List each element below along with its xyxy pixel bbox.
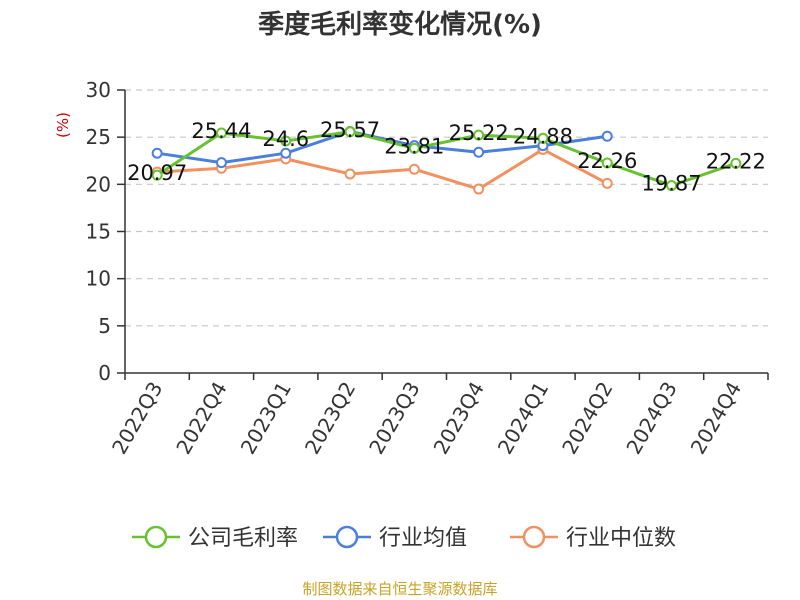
legend: 公司毛利率 行业均值 行业中位数 (132, 525, 676, 551)
data-point (473, 183, 485, 195)
x-tick-label: 2024Q2 (557, 378, 617, 459)
data-point (601, 177, 613, 189)
x-tick-label: 2022Q3 (107, 378, 167, 459)
y-tick-label: 20 (86, 172, 111, 196)
data-label: 22.26 (577, 149, 637, 173)
series-lines (151, 126, 742, 195)
legend-item-label: 公司毛利率 (188, 526, 298, 551)
data-point (473, 146, 485, 158)
x-tick-label: 2022Q4 (171, 378, 231, 459)
y-tick-label: 25 (86, 125, 111, 149)
data-point (537, 132, 549, 144)
data-point (280, 135, 292, 147)
data-label: 25.57 (320, 118, 380, 142)
series-line (156, 130, 737, 188)
chart-title: 季度毛利率变化情况(%) (258, 9, 542, 40)
legend-swatch-marker (335, 525, 359, 549)
y-tick-label: 30 (86, 78, 111, 102)
series-line (157, 147, 608, 191)
x-tick-label: 2023Q1 (236, 378, 296, 459)
data-label: 20.97 (127, 161, 187, 185)
y-tick-label: 0 (98, 361, 111, 385)
data-point (344, 168, 356, 180)
x-tick-label: 2023Q4 (429, 378, 489, 459)
y-axis-label: (%) (54, 112, 72, 138)
data-point (408, 163, 420, 175)
data-label: 23.81 (384, 134, 444, 158)
data-point (666, 180, 678, 192)
data-label: 25.44 (191, 119, 251, 143)
y-tick-label: 15 (86, 220, 111, 244)
data-point (408, 142, 420, 154)
data-label: 24.6 (262, 127, 309, 151)
data-point (601, 157, 613, 169)
data-point (344, 126, 356, 138)
x-tick-label: 2024Q1 (493, 378, 553, 459)
x-tick-label: 2024Q4 (686, 378, 746, 459)
data-point (730, 157, 742, 169)
legend-swatch-marker (522, 525, 546, 549)
x-tick-label: 2024Q3 (621, 378, 681, 459)
data-point (151, 147, 163, 159)
legend-item-label: 行业均值 (379, 526, 467, 551)
legend-swatch-marker (144, 525, 168, 549)
data-point (151, 169, 163, 181)
x-tick-label: 2023Q2 (300, 378, 360, 459)
data-label: 19.87 (641, 172, 701, 196)
grid (125, 89, 768, 327)
data-label: 25.22 (449, 121, 509, 145)
data-point (473, 129, 485, 141)
y-tick-label: 5 (98, 314, 111, 338)
source-note: 制图数据来自恒生聚源数据库 (302, 580, 497, 598)
data-point (215, 127, 227, 139)
data-point (601, 130, 613, 142)
x-tick-label: 2023Q3 (364, 378, 424, 459)
y-tick-label: 10 (86, 267, 111, 291)
data-label: 24.88 (513, 124, 573, 148)
data-point (280, 147, 292, 159)
data-point (215, 157, 227, 169)
data-label: 22.22 (706, 149, 766, 173)
legend-item-label: 行业中位数 (566, 526, 676, 551)
